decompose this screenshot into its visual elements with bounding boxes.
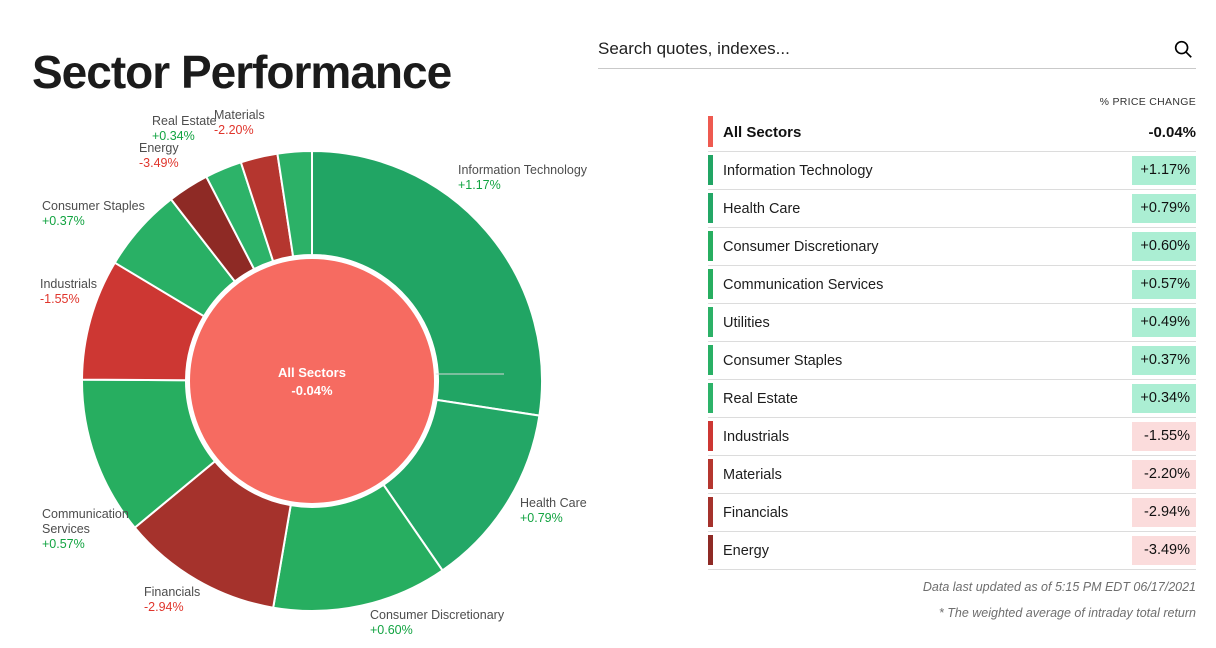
table-row-utilities[interactable]: Utilities +0.49%: [708, 304, 1196, 342]
row-accent-bar: [708, 497, 713, 527]
search-icon[interactable]: [1172, 38, 1194, 60]
sector-label: Consumer Staples: [723, 352, 843, 369]
row-accent-bar: [708, 535, 713, 565]
chart-center-label: All Sectors: [278, 365, 346, 380]
sector-label: Energy: [723, 542, 769, 559]
chart-label-health-care: Health Care +0.79%: [520, 496, 587, 525]
change-badge: +0.34%: [1132, 384, 1196, 413]
footer-updated: Data last updated as of 5:15 PM EDT 06/1…: [922, 580, 1196, 594]
row-accent-bar: [708, 155, 713, 185]
table-row-materials[interactable]: Materials -2.20%: [708, 456, 1196, 494]
sector-label: All Sectors: [723, 123, 802, 141]
chart-label-industrials: Industrials -1.55%: [40, 277, 97, 306]
change-badge: +0.60%: [1132, 232, 1196, 261]
chart-slice-utilities[interactable]: [276, 149, 313, 258]
price-change-column-header: % PRICE CHANGE: [1099, 96, 1196, 108]
table-row-financials[interactable]: Financials -2.94%: [708, 494, 1196, 532]
row-accent-bar: [708, 345, 713, 375]
chart-label-consumer-discretionary: Consumer Discretionary +0.60%: [370, 608, 505, 637]
chart-label-financials: Financials -2.94%: [144, 585, 201, 614]
change-badge: +0.49%: [1132, 308, 1196, 337]
change-badge: +0.37%: [1132, 346, 1196, 375]
table-row-health-care[interactable]: Health Care +0.79%: [708, 190, 1196, 228]
row-accent-bar: [708, 231, 713, 261]
row-accent-bar: [708, 193, 713, 223]
table-row-energy[interactable]: Energy -3.49%: [708, 532, 1196, 570]
change-badge: +0.79%: [1132, 194, 1196, 223]
chart-slice-information-technology[interactable]: [311, 149, 544, 417]
chart-label-real-estate: Real Estate +0.34%: [152, 114, 217, 143]
donut-chart: All Sectors -0.04%: [80, 149, 544, 612]
sector-label: Consumer Discretionary: [723, 238, 879, 255]
chart-label-consumer-staples: Consumer Staples +0.37%: [42, 199, 145, 228]
table-row-consumer-discretionary[interactable]: Consumer Discretionary +0.60%: [708, 228, 1196, 266]
chart-label-information-technology: Information Technology +1.17%: [458, 163, 588, 192]
page-title: Sector Performance: [32, 45, 452, 98]
chart-label-energy: Energy -3.49%: [139, 141, 179, 170]
table-row-all-sectors[interactable]: All Sectors -0.04%: [708, 113, 1196, 152]
sector-label: Health Care: [723, 200, 801, 217]
row-accent-bar: [708, 307, 713, 337]
change-badge: -2.20%: [1132, 460, 1196, 489]
search-input[interactable]: [598, 30, 1154, 64]
change-badge: -3.49%: [1132, 536, 1196, 565]
sector-label: Real Estate: [723, 390, 798, 407]
row-accent-bar: [708, 116, 713, 147]
row-accent-bar: [708, 269, 713, 299]
sector-label: Industrials: [723, 428, 790, 445]
chart-label-materials: Materials -2.20%: [214, 108, 265, 137]
table-row-communication-services[interactable]: Communication Services +0.57%: [708, 266, 1196, 304]
sector-donut-chart-area: All Sectors -0.04% Information Technology…: [40, 108, 588, 637]
sector-label: Communication Services: [723, 276, 884, 293]
table-row-industrials[interactable]: Industrials -1.55%: [708, 418, 1196, 456]
row-accent-bar: [708, 383, 713, 413]
change-badge: +1.17%: [1132, 156, 1196, 185]
sector-label: Utilities: [723, 314, 770, 331]
chart-center-all-sectors[interactable]: [188, 257, 436, 505]
footer-note: * The weighted average of intraday total…: [938, 606, 1196, 620]
chart-center-value: -0.04%: [291, 383, 333, 398]
table-footer: Data last updated as of 5:15 PM EDT 06/1…: [923, 574, 1196, 626]
table-row-information-technology[interactable]: Information Technology +1.17%: [708, 152, 1196, 190]
search-bar: [598, 30, 1196, 69]
chart-label-communication-services: Communication Services +0.57%: [42, 507, 129, 551]
change-badge: +0.57%: [1132, 270, 1196, 299]
change-badge: -1.55%: [1132, 422, 1196, 451]
sector-label: Information Technology: [723, 162, 873, 179]
sector-label: Financials: [723, 504, 789, 521]
row-accent-bar: [708, 459, 713, 489]
change-badge: -2.94%: [1132, 498, 1196, 527]
table-row-real-estate[interactable]: Real Estate +0.34%: [708, 380, 1196, 418]
sector-table: % PRICE CHANGE All Sectors -0.04% Inform…: [708, 96, 1196, 570]
change-value: -0.04%: [1148, 123, 1196, 141]
sector-label: Materials: [723, 466, 782, 483]
table-row-consumer-staples[interactable]: Consumer Staples +0.37%: [708, 342, 1196, 380]
row-accent-bar: [708, 421, 713, 451]
